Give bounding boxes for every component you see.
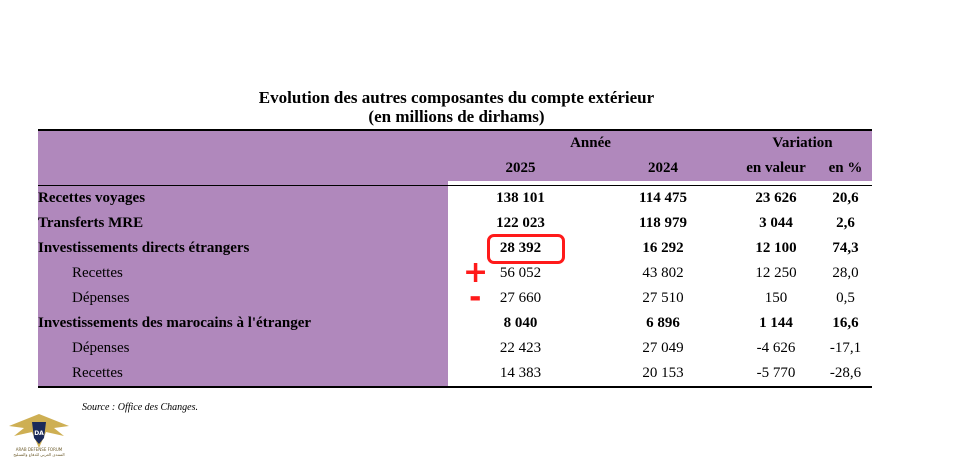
external-account-table: Année Variation 2025 2024 en valeur en %… [38, 129, 873, 388]
table-row: Dépenses 22 423 27 049 -4 626 -17,1 [38, 336, 872, 361]
row-label: Recettes [38, 261, 448, 286]
title-line-1: Evolution des autres composantes du comp… [258, 88, 655, 107]
row-label: Dépenses [38, 286, 448, 311]
forum-logo: DA [9, 414, 69, 448]
logo-caption: ARAB DEFENSE FORUM المنتدى العربي للدفاع… [13, 447, 65, 457]
row-label: Transferts MRE [38, 211, 448, 236]
header-2024: 2024 [593, 156, 733, 181]
row-label: Investissements directs étrangers [38, 236, 448, 261]
table-row: Investissements des marocains à l'étrang… [38, 311, 872, 336]
highlighted-value: 28 392 [499, 240, 542, 256]
header-en-pct: en % [819, 156, 873, 181]
row-label: Recettes [38, 361, 448, 388]
table-row: Recettes 14 383 20 153 -5 770 -28,6 [38, 361, 873, 388]
row-label: Investissements des marocains à l'étrang… [38, 311, 448, 336]
table-row: Transferts MRE 122 023 118 979 3 044 2,6 [38, 211, 872, 236]
table-row: Dépenses 27 660 27 510 150 0,5 [38, 286, 872, 311]
red-highlight-box [487, 234, 565, 264]
header-row-1: Année Variation [38, 129, 873, 156]
plus-annotation: + [463, 255, 489, 290]
row-label: Recettes voyages [38, 185, 448, 211]
table-row: Recettes 56 052 43 802 12 250 28,0 [38, 261, 872, 286]
table-row: Recettes voyages 138 101 114 475 23 626 … [38, 185, 872, 211]
header-annee: Année [448, 129, 733, 156]
row-label: Dépenses [38, 336, 448, 361]
minus-annotation: - [469, 280, 482, 315]
header-row-2: 2025 2024 en valeur en % [38, 156, 873, 181]
source-note: Source : Office des Changes. [82, 402, 198, 413]
title-line-2: (en millions de dirhams) [368, 107, 545, 126]
header-2025: 2025 [448, 156, 593, 181]
table-title: Evolution des autres composantes du comp… [0, 88, 913, 126]
header-variation: Variation [733, 129, 873, 156]
logo-initials: DA [34, 430, 44, 437]
table-row: Investissements directs étrangers 28 392… [38, 236, 872, 261]
header-en-valeur: en valeur [733, 156, 819, 181]
